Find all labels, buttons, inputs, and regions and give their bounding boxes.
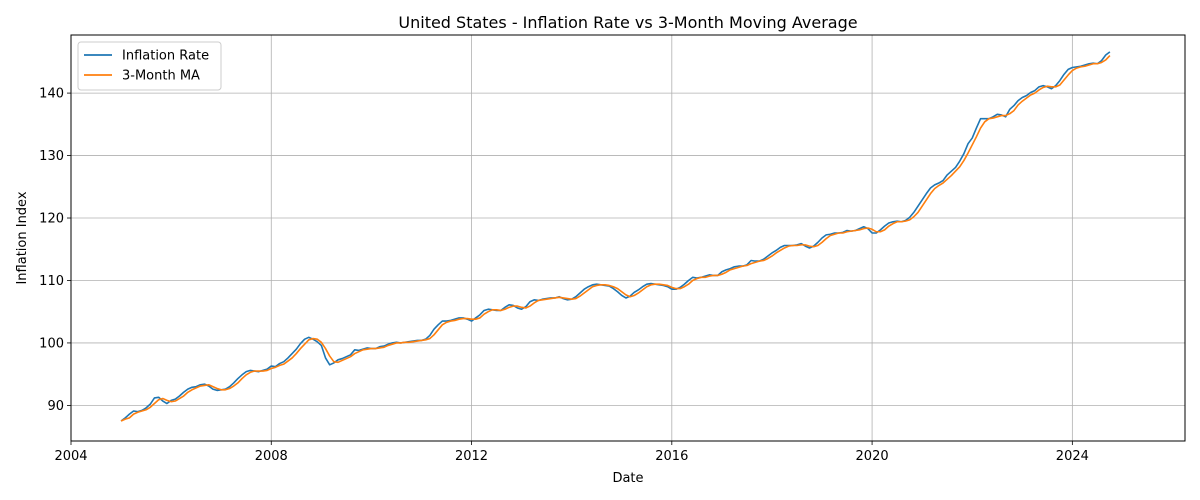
x-axis-label: Date xyxy=(612,471,643,486)
y-tick-label: 90 xyxy=(47,399,64,414)
grid-lines xyxy=(70,35,1185,441)
legend-entry-label: 3-Month MA xyxy=(122,69,200,84)
plot-frame xyxy=(70,34,1186,442)
legend-box xyxy=(77,41,222,91)
y-tick-label: 130 xyxy=(39,149,64,164)
y-tick-label: 100 xyxy=(39,336,64,351)
x-axis-ticks: 2004 2008 2012 2016 2020 2024 xyxy=(54,441,1089,464)
x-tick-label: 2008 xyxy=(255,449,288,464)
y-axis-label: Inflation Index xyxy=(15,191,30,284)
series-line-inflation-rate xyxy=(120,51,1111,422)
x-tick-label: 2020 xyxy=(856,449,889,464)
y-axis-ticks: 90 100 110 120 130 140 xyxy=(39,87,71,414)
series-lines xyxy=(120,51,1111,422)
series-line-moving-average xyxy=(120,55,1111,422)
legend-entry-label: Inflation Rate xyxy=(122,49,209,64)
x-tick-label: 2012 xyxy=(455,449,488,464)
y-tick-label: 140 xyxy=(39,87,64,102)
y-tick-label: 120 xyxy=(39,212,64,227)
y-tick-label: 110 xyxy=(39,274,64,289)
x-tick-label: 2024 xyxy=(1056,449,1089,464)
legend: Inflation Rate 3-Month MA xyxy=(77,41,222,91)
x-tick-label: 2016 xyxy=(655,449,688,464)
chart-title: United States - Inflation Rate vs 3-Mont… xyxy=(398,13,857,32)
x-tick-label: 2004 xyxy=(54,449,87,464)
